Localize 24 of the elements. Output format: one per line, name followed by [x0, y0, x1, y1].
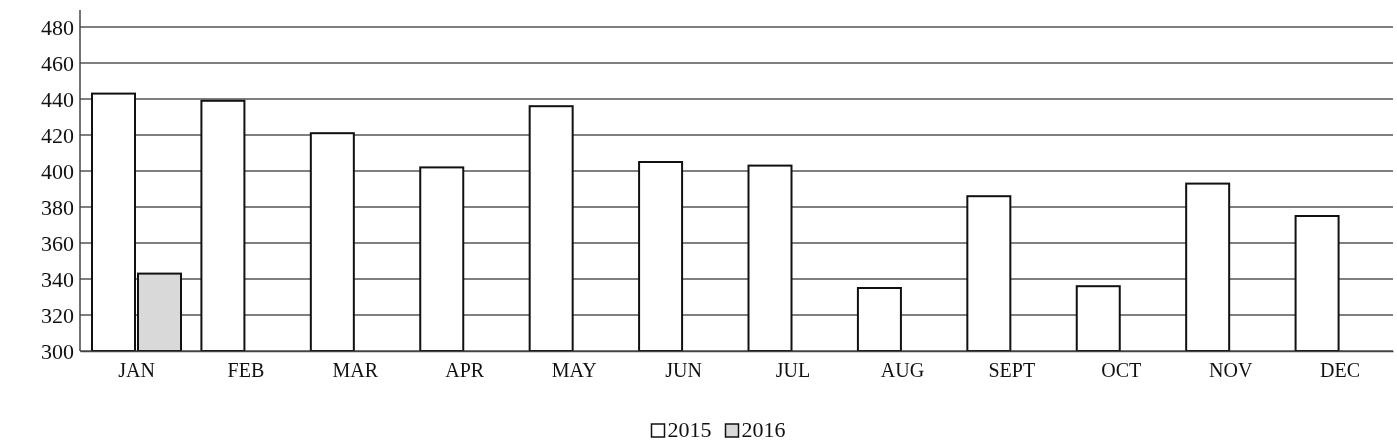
- y-tick-label: 440: [41, 86, 74, 112]
- x-tick-label: NOV: [1208, 359, 1253, 382]
- x-tick-label: FEB: [227, 359, 265, 382]
- x-tick-label: MAY: [551, 359, 597, 382]
- legend-label: 2015: [667, 417, 712, 442]
- x-tick-label: JUN: [665, 359, 702, 382]
- x-tick-label: JUL: [775, 359, 811, 382]
- x-tick-label: APR: [445, 359, 485, 382]
- legend-label: 2016: [741, 417, 786, 442]
- x-tick-label: MAR: [332, 359, 379, 382]
- y-tick-label: 400: [41, 158, 74, 184]
- y-tick-label: 340: [41, 266, 74, 292]
- x-tick-label: AUG: [880, 359, 925, 382]
- x-tick-label: JAN: [118, 359, 155, 382]
- y-tick-label: 480: [41, 14, 74, 40]
- y-tick-label: 360: [41, 230, 74, 256]
- y-tick-label: 420: [41, 122, 74, 148]
- y-tick-label: 300: [41, 338, 74, 364]
- x-tick-label: OCT: [1101, 359, 1142, 382]
- y-tick-label: 320: [41, 302, 74, 328]
- y-tick-label: 380: [41, 194, 74, 220]
- y-tick-label: 460: [41, 50, 74, 76]
- x-tick-label: DEC: [1320, 359, 1361, 382]
- x-tick-label: SEPT: [988, 359, 1036, 382]
